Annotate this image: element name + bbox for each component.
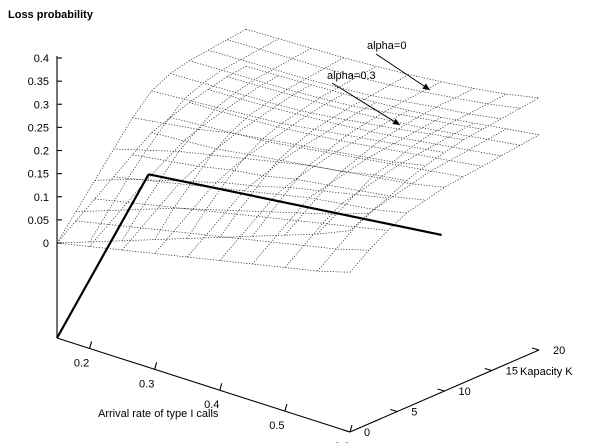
annotation-arrow — [375, 53, 431, 91]
surface-gridline-x — [208, 49, 502, 120]
axes-group — [56, 56, 540, 433]
surfaces-group — [56, 28, 540, 273]
x-tick-label: 0.3 — [139, 378, 154, 390]
surface-gridline-x — [170, 73, 464, 141]
y-tick-label: 15 — [506, 366, 518, 378]
surface-gridline-y — [186, 102, 377, 258]
surface-gridline-y — [154, 57, 344, 240]
x-tick-mark — [284, 403, 288, 412]
surface-gridline-y — [56, 65, 247, 244]
surface-gridline-x — [113, 176, 407, 214]
x-tick-label: 0.6 — [334, 441, 349, 443]
y-tick-label: 5 — [411, 407, 417, 419]
y-tick-label: 10 — [459, 386, 471, 398]
y-axis-title: Kapacity K — [520, 366, 573, 378]
z-tick-label: 0.05 — [28, 215, 49, 227]
y-tick-mark — [390, 408, 398, 413]
z-tick-label: 0.2 — [34, 146, 49, 158]
x-tick-label: 0.2 — [74, 357, 89, 369]
surface-gridline-y — [89, 75, 279, 247]
surface-gridline-y — [317, 128, 507, 272]
annotation-alpha-0: alpha=0 — [367, 40, 406, 52]
surface-gridline-x — [227, 39, 521, 109]
surface-gridline-x — [94, 178, 388, 199]
surface-gridline-y — [56, 28, 247, 244]
x-tick-mark — [219, 383, 223, 391]
arrowhead — [422, 83, 430, 90]
surface-gridline-x — [189, 60, 483, 130]
z-tick-label: 0.1 — [34, 192, 49, 204]
floor-box-left-edge — [56, 173, 150, 339]
z-tick-label: 0.15 — [28, 169, 49, 181]
y-tick-label: 0 — [364, 427, 370, 439]
x-tick-mark — [89, 341, 93, 349]
surface-gridline-x — [170, 117, 464, 178]
floor-box-back-edge — [148, 173, 442, 236]
z-axis-title: Loss probability — [8, 9, 94, 21]
surface-gridline-y — [219, 110, 409, 261]
y-tick-mark — [437, 388, 445, 392]
x-tick-mark — [349, 424, 353, 433]
surface-gridline-y — [121, 84, 312, 251]
x-axis-title: Arrival rate of type I calls — [98, 408, 219, 420]
surface-gridline-x — [151, 132, 445, 188]
z-tick-label: 0.35 — [28, 76, 49, 88]
x-tick-label: 0.5 — [269, 420, 284, 432]
labels-group: 0.4 0.35 0.3 0.25 0.2 0.15 0.1 0.05 0 0.2 0.3 0.4 0.… — [8, 9, 573, 443]
surface-gridline-x — [132, 117, 426, 166]
surface-gridline-y — [317, 93, 507, 235]
surface-gridline-y — [284, 88, 475, 236]
y-tick-mark — [484, 367, 492, 372]
annotation-alpha-0-3: alpha=0.3 — [327, 70, 376, 82]
surface-gridline-y — [186, 65, 377, 239]
x-tick-label: 0.4 — [204, 399, 219, 411]
y-tick-mark — [531, 347, 540, 351]
floor-box-group — [56, 173, 442, 339]
surface-gridline-x — [75, 207, 369, 215]
surface-gridline-x — [189, 102, 483, 167]
surface-gridline-x — [132, 154, 426, 201]
surface-gridline-y — [121, 47, 312, 241]
surface-gridline-x — [56, 230, 351, 244]
surface-gridline-y — [252, 81, 442, 237]
surface-gridline-y — [284, 122, 475, 268]
annotation-arrow — [331, 82, 401, 126]
z-tick-label: 0 — [43, 238, 49, 250]
x-axis-line — [56, 337, 351, 433]
y-tick-label: 20 — [553, 345, 565, 357]
z-tick-label: 0.3 — [34, 99, 49, 111]
surface-gridline-x — [245, 65, 540, 136]
surface-gridline-x — [151, 90, 445, 153]
z-tick-label: 0.4 — [34, 53, 49, 65]
surface-gridline-y — [89, 38, 279, 243]
z-tick-label: 0.25 — [28, 122, 49, 134]
surface-gridline-x — [208, 89, 502, 157]
y-tick-mark — [342, 429, 351, 433]
surface-gridline-x — [227, 76, 521, 146]
surface-gridline-y — [252, 116, 442, 265]
x-tick-mark — [154, 362, 158, 370]
surface-gridline-x — [245, 28, 540, 99]
arrowhead — [392, 118, 400, 125]
surface-alpha-0-3 — [56, 65, 540, 273]
surface-gridline-y — [154, 93, 344, 254]
surface-gridline-y — [349, 134, 540, 273]
